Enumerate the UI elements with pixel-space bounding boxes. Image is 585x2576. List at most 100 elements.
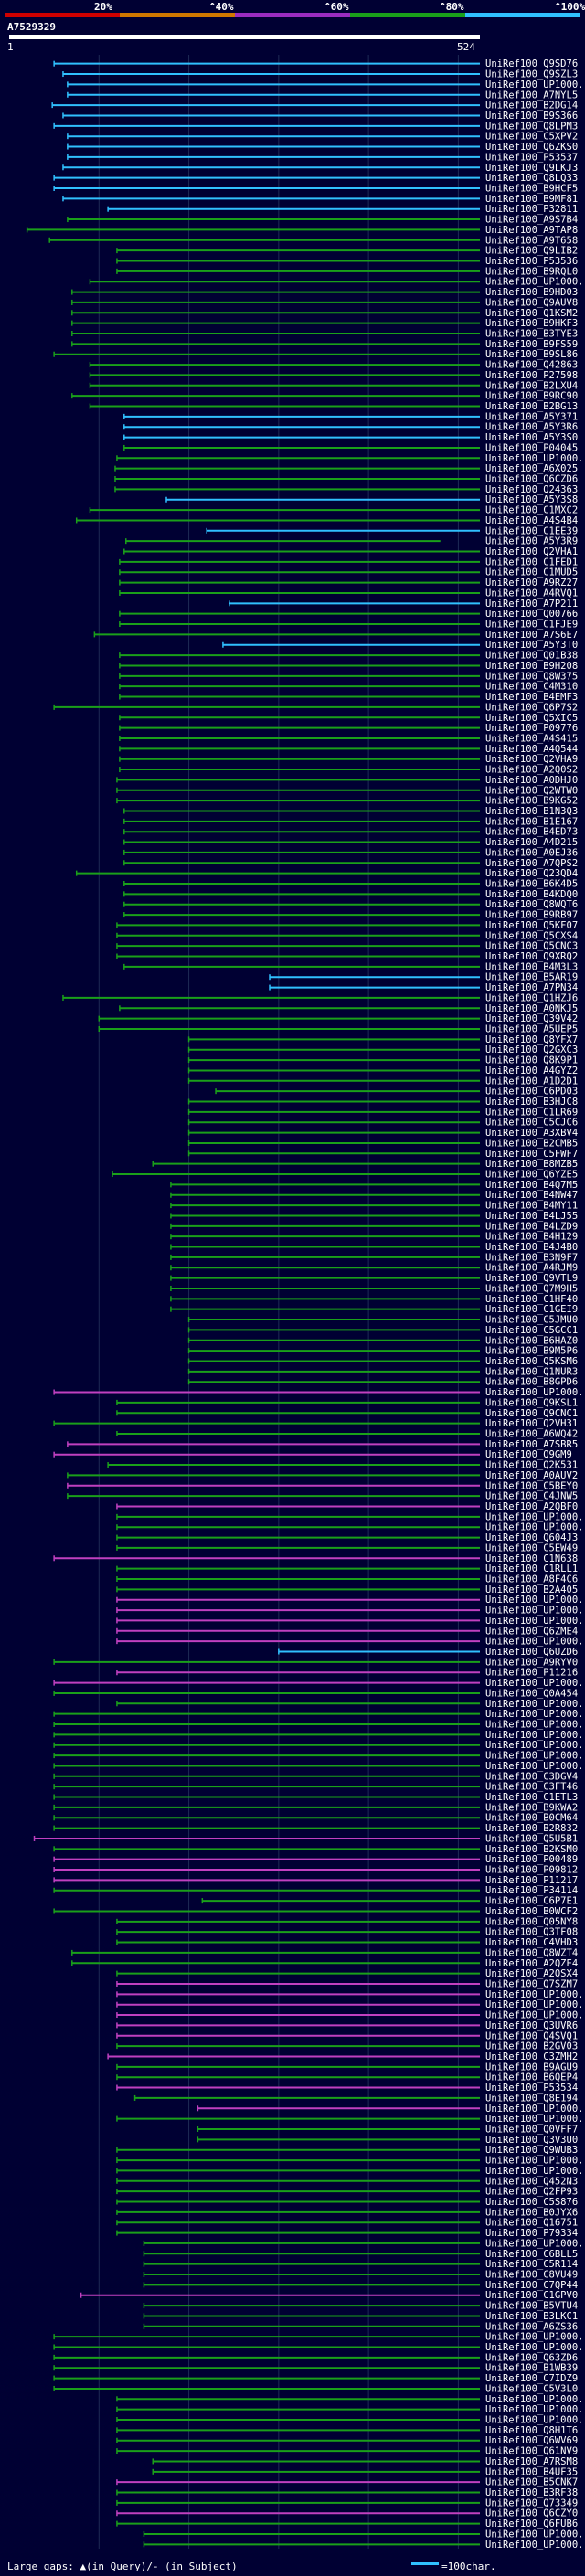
hit-label[interactable]: UniRef100_C4VHD3 [485, 1937, 578, 1948]
hit-label[interactable]: UniRef100_A7P211 [485, 599, 578, 610]
hit-row[interactable]: UniRef100_P53537 [67, 152, 578, 163]
hit-label[interactable]: UniRef100_P04045 [485, 442, 578, 453]
hit-row[interactable]: UniRef100_A6WQ42 [116, 1428, 578, 1439]
hit-row[interactable]: UniRef100_A0EJ36 [123, 847, 578, 858]
hit-label[interactable]: UniRef100_A4D215 [485, 837, 578, 848]
hit-label[interactable]: UniRef100_UP1000.. [485, 2415, 585, 2426]
hit-label[interactable]: UniRef100_B2KSM0 [485, 1844, 578, 1855]
hit-label[interactable]: UniRef100_UP1000.. [485, 1595, 585, 1606]
hit-label[interactable]: UniRef100_Q9CNC1 [485, 1408, 578, 1419]
hit-label[interactable]: UniRef100_A4GYZ2 [485, 1065, 578, 1076]
hit-label[interactable]: UniRef100_Q5XIC5 [485, 713, 578, 724]
hit-label[interactable]: UniRef100_UP1000.. [485, 2010, 585, 2021]
hit-label[interactable]: UniRef100_A7SBR5 [485, 1439, 578, 1450]
hit-row[interactable]: UniRef100_B8GPD6 [187, 1377, 579, 1388]
hit-label[interactable]: UniRef100_B0WCF2 [485, 1906, 578, 1917]
hit-label[interactable]: UniRef100_P11216 [485, 1668, 578, 1679]
hit-row[interactable]: UniRef100_Q5KSM6 [187, 1356, 579, 1367]
hit-row[interactable]: UniRef100_P09776 [119, 723, 578, 734]
hit-row[interactable]: UniRef100_Q8YFX7 [187, 1034, 579, 1045]
hit-label[interactable]: UniRef100_Q6WV69 [485, 2435, 578, 2446]
hit-label[interactable]: UniRef100_Q3TF08 [485, 1927, 578, 1938]
hit-row[interactable]: UniRef100_Q63ZD6 [53, 2352, 578, 2363]
hit-row[interactable]: UniRef100_UP1000.. [53, 1709, 585, 1720]
hit-row[interactable]: UniRef100_B2LXU4 [89, 380, 578, 391]
hit-label[interactable]: UniRef100_B6HAZ0 [485, 1335, 578, 1346]
hit-row[interactable]: UniRef100_UP1000.. [89, 277, 585, 288]
hit-label[interactable]: UniRef100_B5AR19 [485, 972, 578, 983]
hit-row[interactable]: UniRef100_UP1000.. [53, 1730, 585, 1741]
hit-row[interactable]: UniRef100_B9FS59 [71, 339, 578, 350]
hit-label[interactable]: UniRef100_C5GCC1 [485, 1325, 578, 1336]
hit-label[interactable]: UniRef100_B2R832 [485, 1823, 578, 1834]
hit-label[interactable]: UniRef100_A0NKJ5 [485, 1003, 578, 1014]
hit-label[interactable]: UniRef100_Q7M9H5 [485, 1283, 578, 1294]
hit-row[interactable]: UniRef100_Q7SZM7 [116, 1978, 578, 1989]
hit-label[interactable]: UniRef100_A6X025 [485, 463, 578, 474]
hit-row[interactable]: UniRef100_A5Y3R9 [125, 536, 578, 547]
hit-row[interactable]: UniRef100_A0AUV2 [67, 1470, 578, 1481]
hit-row[interactable]: UniRef100_C7QP44 [143, 2280, 578, 2291]
hit-row[interactable]: UniRef100_Q9SZL3 [62, 69, 578, 80]
hit-row[interactable]: UniRef100_C1GEI9 [170, 1304, 578, 1315]
hit-label[interactable]: UniRef100_C1N638 [485, 1553, 578, 1564]
hit-label[interactable]: UniRef100_UP1000.. [485, 1678, 585, 1689]
hit-label[interactable]: UniRef100_A6ZS36 [485, 2321, 578, 2332]
hit-label[interactable]: UniRef100_Q5KSM6 [485, 1356, 578, 1367]
hit-label[interactable]: UniRef100_B9AGU9 [485, 2062, 578, 2072]
hit-label[interactable]: UniRef100_B3N9F7 [485, 1252, 578, 1263]
hit-label[interactable]: UniRef100_A4RJM9 [485, 1263, 578, 1274]
hit-row[interactable]: UniRef100_B9HCF5 [53, 183, 578, 194]
hit-label[interactable]: UniRef100_C5FWF7 [485, 1149, 578, 1160]
hit-row[interactable]: UniRef100_B2CMB5 [187, 1138, 579, 1149]
hit-label[interactable]: UniRef100_Q2WTW0 [485, 785, 578, 796]
hit-row[interactable]: UniRef100_C5XPV2 [67, 132, 578, 143]
hit-label[interactable]: UniRef100_B1WB39 [485, 2363, 578, 2374]
hit-label[interactable]: UniRef100_Q9GM9 [485, 1449, 572, 1460]
hit-row[interactable]: UniRef100_A4GYZ2 [187, 1065, 579, 1076]
hit-row[interactable]: UniRef100_Q9LKJ3 [62, 163, 578, 174]
hit-label[interactable]: UniRef100_Q9VTL9 [485, 1273, 578, 1284]
hit-label[interactable]: UniRef100_A2Q0S2 [485, 765, 578, 776]
hit-row[interactable]: UniRef100_Q9WUB3 [116, 2145, 578, 2156]
hit-label[interactable]: UniRef100_A9T658 [485, 235, 578, 246]
hit-row[interactable]: UniRef100_C7IDZ9 [53, 2373, 578, 2384]
hit-label[interactable]: UniRef100_C3DGV4 [485, 1771, 578, 1782]
hit-label[interactable]: UniRef100_C1ETL3 [485, 1792, 578, 1803]
hit-row[interactable]: UniRef100_B2R832 [53, 1823, 578, 1834]
hit-row[interactable]: UniRef100_Q8E194 [133, 2093, 579, 2104]
hit-row[interactable]: UniRef100_B0JYX6 [116, 2207, 578, 2218]
hit-label[interactable]: UniRef100_P09776 [485, 723, 578, 734]
hit-row[interactable]: UniRef100_Q05NY8 [116, 1916, 578, 1927]
hit-row[interactable]: UniRef100_UP1000.. [143, 2528, 585, 2539]
hit-row[interactable]: UniRef100_UP1000.. [53, 1387, 585, 1398]
hit-label[interactable]: UniRef100_Q9AUV8 [485, 297, 578, 308]
hit-label[interactable]: UniRef100_UP1000.. [485, 2539, 585, 2550]
hit-row[interactable]: UniRef100_C6P7E1 [201, 1896, 578, 1907]
hit-row[interactable]: UniRef100_Q6ZME4 [116, 1626, 578, 1637]
hit-label[interactable]: UniRef100_B4J4B0 [485, 1242, 578, 1253]
hit-label[interactable]: UniRef100_UP1000.. [485, 1761, 585, 1772]
hit-label[interactable]: UniRef100_C6P7E1 [485, 1896, 578, 1907]
hit-label[interactable]: UniRef100_Q8W375 [485, 671, 578, 682]
hit-row[interactable]: UniRef100_B6K4D5 [123, 878, 578, 889]
hit-label[interactable]: UniRef100_UP1000.. [485, 1637, 585, 1648]
hit-row[interactable]: UniRef100_B9KWA2 [53, 1802, 578, 1813]
hit-row[interactable]: UniRef100_A5Y3S0 [123, 432, 578, 443]
hit-row[interactable]: UniRef100_B9KG52 [116, 796, 578, 807]
hit-label[interactable]: UniRef100_Q2VHA1 [485, 546, 578, 557]
hit-label[interactable]: UniRef100_B4NW47 [485, 1190, 578, 1201]
hit-row[interactable]: UniRef100_Q0VFF7 [197, 2124, 578, 2135]
hit-label[interactable]: UniRef100_C3FT46 [485, 1782, 578, 1793]
hit-row[interactable]: UniRef100_C5EW49 [116, 1542, 578, 1553]
hit-row[interactable]: UniRef100_C5R114 [143, 2259, 578, 2270]
hit-row[interactable]: UniRef100_C5S876 [116, 2197, 578, 2208]
hit-row[interactable]: UniRef100_P11216 [116, 1668, 578, 1679]
hit-label[interactable]: UniRef100_UP1000.. [485, 2238, 585, 2249]
hit-label[interactable]: UniRef100_Q23QD4 [485, 868, 578, 879]
hit-row[interactable]: UniRef100_C4VHD3 [116, 1937, 578, 1948]
hit-label[interactable]: UniRef100_UP1000.. [485, 2528, 585, 2539]
hit-row[interactable]: UniRef100_A8F4C6 [116, 1574, 578, 1585]
hit-label[interactable]: UniRef100_P00489 [485, 1854, 578, 1865]
hit-label[interactable]: UniRef100_A7QPS2 [485, 858, 578, 869]
